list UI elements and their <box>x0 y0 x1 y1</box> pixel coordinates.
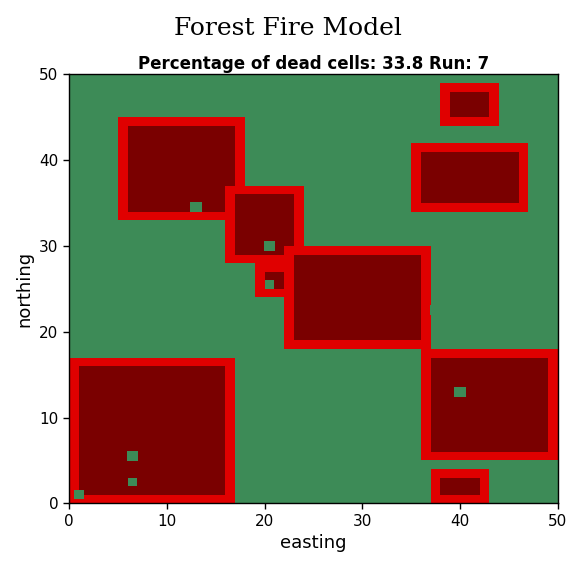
Bar <box>118 117 245 220</box>
Bar <box>284 246 431 349</box>
Bar <box>294 255 421 340</box>
Bar <box>450 92 489 117</box>
Bar <box>225 186 304 263</box>
Bar <box>79 366 225 495</box>
Bar <box>190 202 202 213</box>
Bar <box>74 490 84 499</box>
Bar <box>440 83 499 126</box>
Y-axis label: northing: northing <box>16 251 34 327</box>
Bar <box>235 194 294 255</box>
Bar <box>126 451 139 461</box>
Bar <box>128 126 235 212</box>
Bar <box>263 241 275 251</box>
Bar <box>431 358 548 452</box>
Bar <box>69 358 235 503</box>
Bar <box>264 272 304 289</box>
Bar <box>430 305 442 316</box>
Text: Forest Fire Model: Forest Fire Model <box>174 17 401 40</box>
Title: Percentage of dead cells: 33.8 Run: 7: Percentage of dead cells: 33.8 Run: 7 <box>138 55 489 73</box>
Bar <box>454 387 466 397</box>
Bar <box>440 478 480 495</box>
Bar <box>421 349 558 460</box>
Bar <box>128 478 137 486</box>
Bar <box>411 143 528 212</box>
X-axis label: easting: easting <box>280 534 347 553</box>
Bar <box>264 280 274 289</box>
Bar <box>421 152 519 203</box>
Bar <box>255 263 313 297</box>
Bar <box>431 469 489 503</box>
